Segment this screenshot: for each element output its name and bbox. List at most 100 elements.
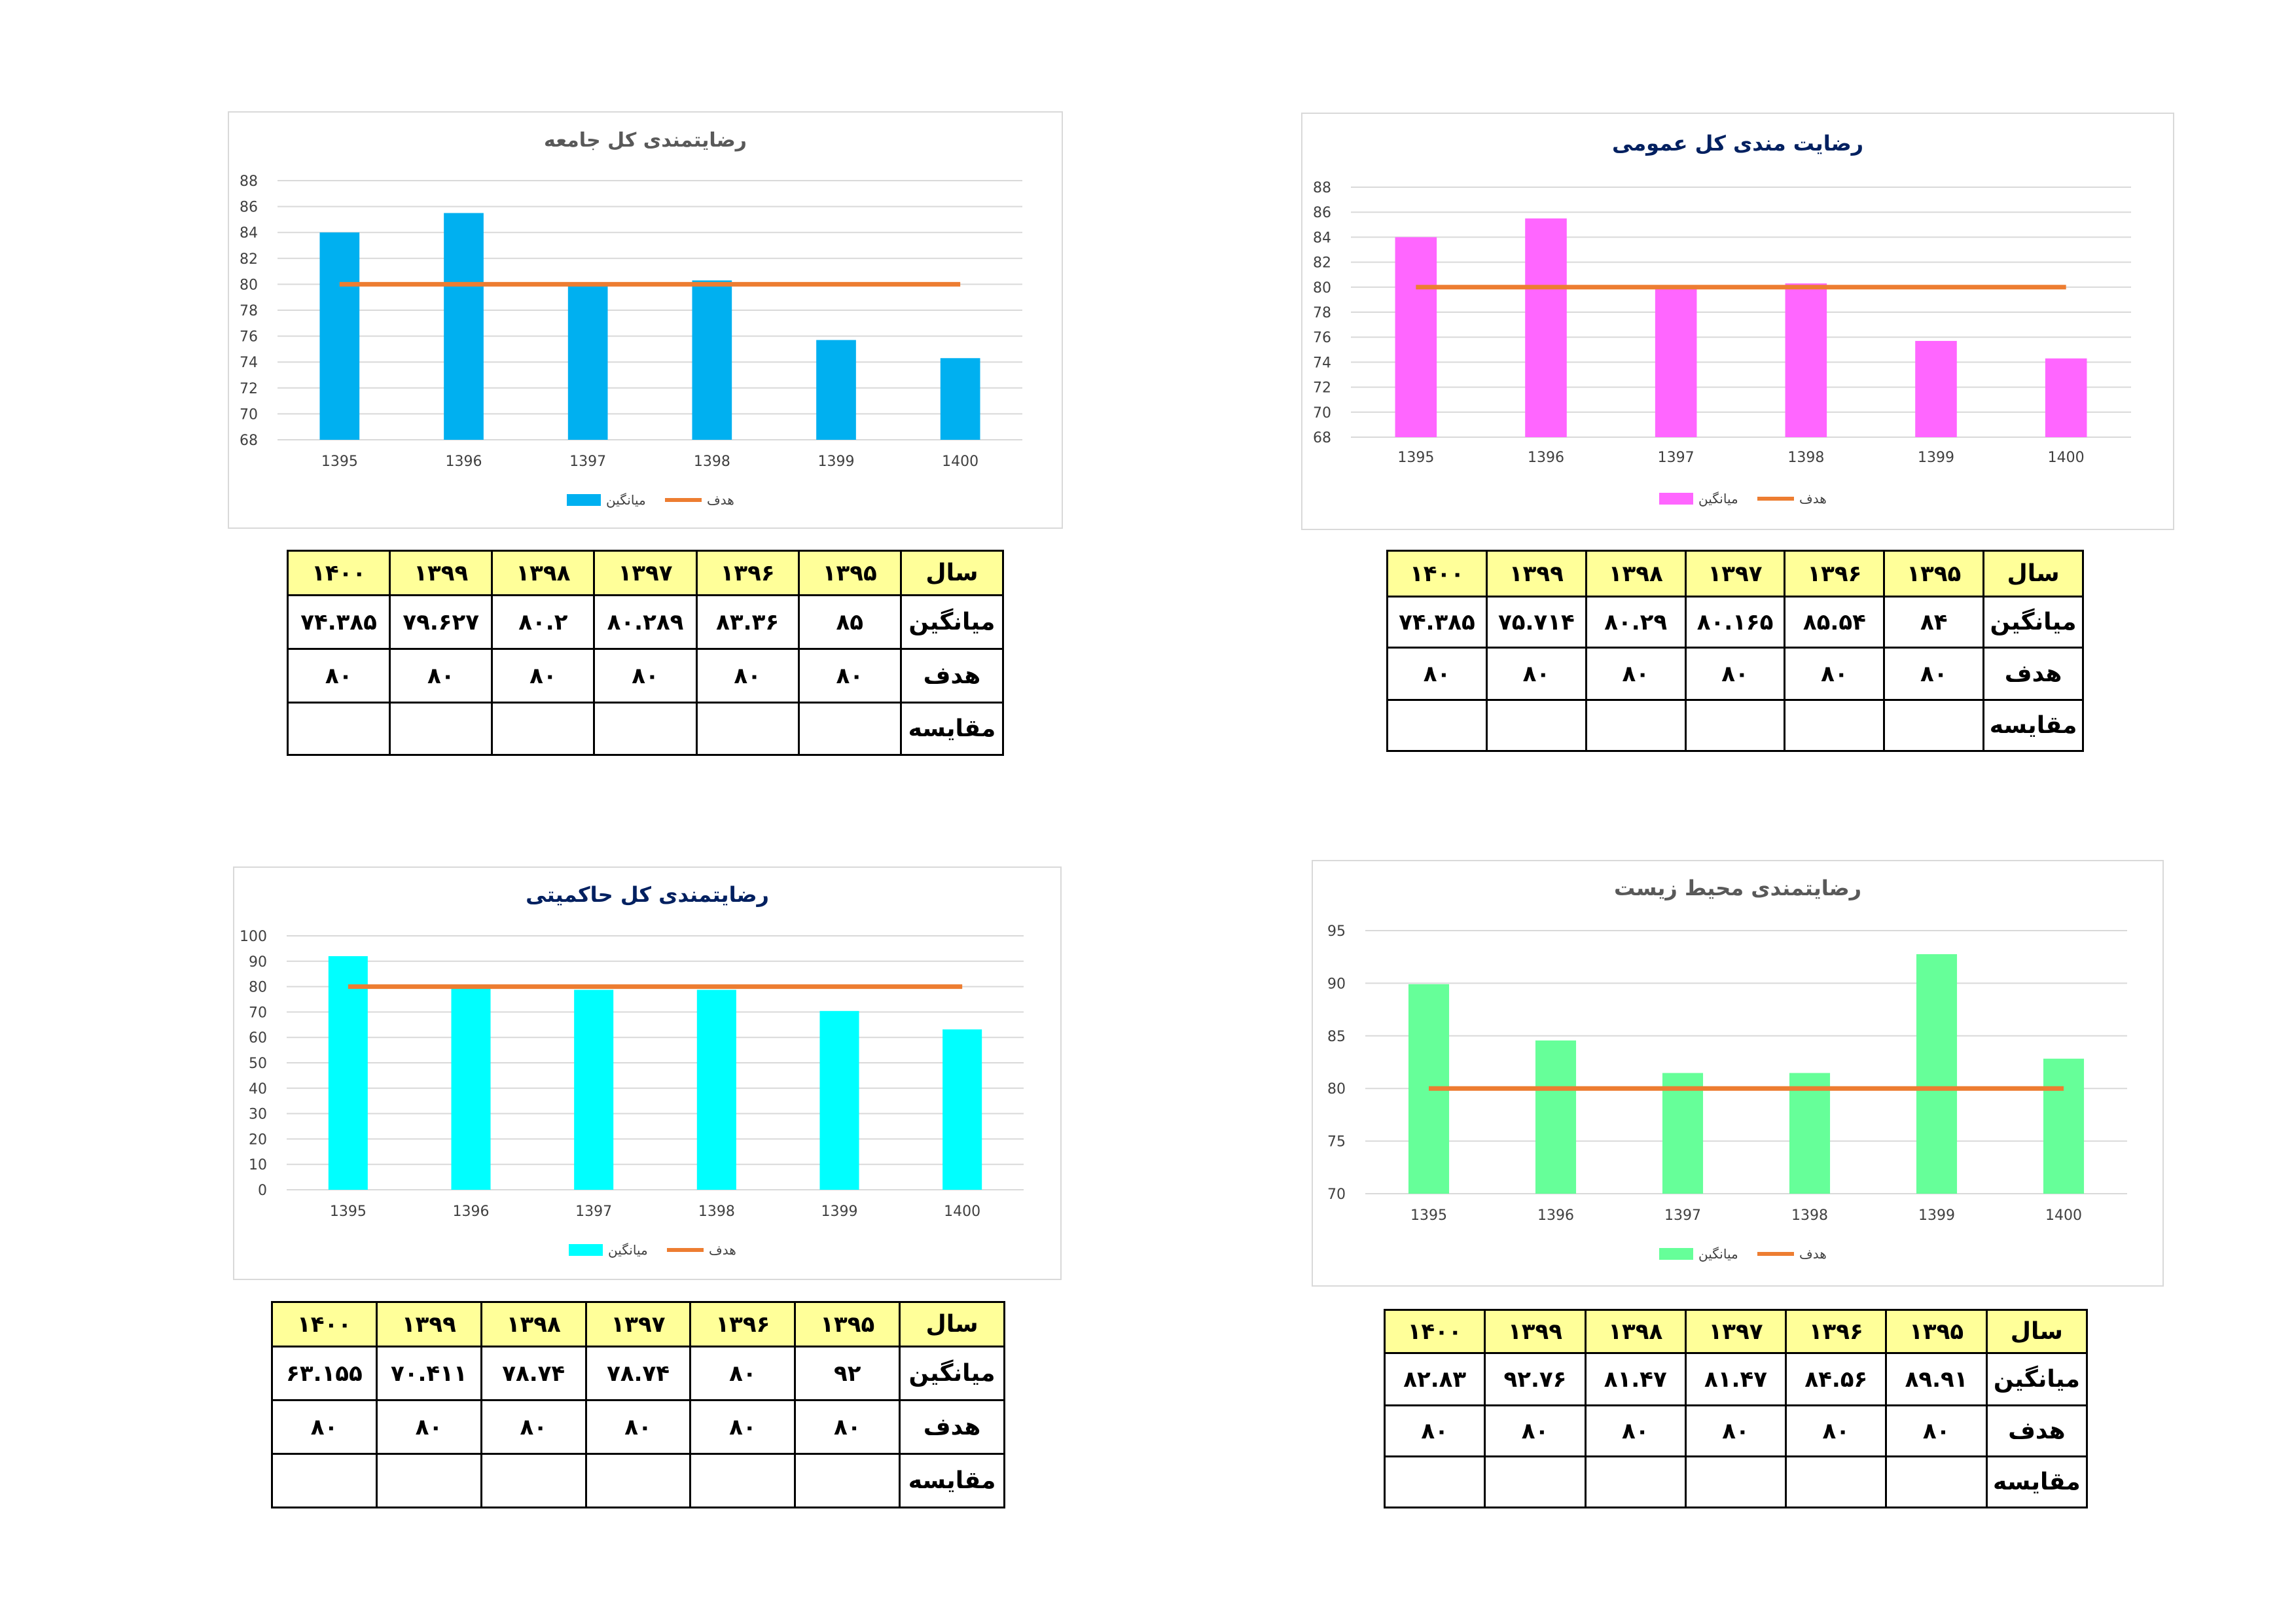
x-tick-label: 1395 [330,1204,367,1220]
year-cell: ۱۳۹۵ [797,550,902,596]
compare-cell [480,1453,587,1508]
y-tick-label: 10 [249,1157,267,1173]
average-cell: ۸۰.۲۸۹ [593,594,698,650]
row-label: هدف [1985,1404,2089,1457]
compare-cell [1684,1455,1787,1508]
bar-1399 [816,340,856,440]
y-tick-label: 70 [1327,1186,1346,1203]
chart-title: رضایت مندی کل عمومی [1612,131,1863,156]
year-cell: ۱۳۹۸ [480,1301,587,1347]
y-tick-label: 72 [1313,380,1331,397]
target-cell: ۸۰ [1585,647,1687,701]
y-tick-label: 50 [249,1056,267,1072]
average-cell: ۷۸.۷۴ [480,1346,587,1401]
bar-1400 [942,1029,982,1190]
average-cell: ۸۴ [1883,596,1985,649]
row-label: مقایسه [899,702,1005,756]
year-cell: ۱۴۰۰ [1386,550,1488,597]
bar-1399 [1915,340,1957,437]
target-cell: ۸۰ [1883,647,1985,701]
y-tick-label: 68 [240,433,258,449]
target-cell: ۸۰ [1383,1404,1486,1457]
y-tick-label: 82 [240,251,258,268]
y-tick-label: 95 [1327,923,1346,940]
chart-title: رضایتمندی محیط زیست [1614,876,1861,901]
target-cell: ۸۰ [271,1399,378,1455]
compare-cell [286,702,391,756]
chart-panel-community: رضایتمندی کل جامعه 68 70 72 74 76 78 80 82 84 86 88… [228,111,1063,529]
year-cell: ۱۳۹۷ [1684,1309,1787,1354]
bar-1395 [1395,237,1437,437]
compare-cell [375,1453,482,1508]
average-cell: ۸۲.۸۳ [1383,1352,1486,1406]
average-cell: ۸۰.۲۹ [1585,596,1687,649]
x-tick-label: 1400 [2048,450,2085,466]
bar-1400 [940,358,980,440]
year-cell: ۱۳۹۶ [1785,1309,1888,1354]
row-label: سال [1982,550,2084,597]
target-cell: ۸۰ [1885,1404,1988,1457]
y-tick-label: 68 [1313,430,1331,446]
y-tick-label: 70 [249,1005,267,1021]
bar-1398 [1789,1073,1831,1194]
bar-1397 [1662,1073,1704,1194]
chart-panel-environment: رضایتمندی محیط زیست 70 75 80 85 90 95 1395 1396 1… [1312,860,2164,1287]
year-cell: ۱۳۹۷ [584,1301,692,1347]
target-cell: ۸۰ [1684,647,1786,701]
data-table-governance: سال ۱۳۹۵ ۱۳۹۶ ۱۳۹۷ ۱۳۹۸ ۱۳۹۹ ۱۴۰۰ میانگین ۹۲ ۸۰ ۷۸… [271,1301,1005,1508]
y-tick-label: 20 [249,1132,267,1148]
target-cell: ۸۰ [286,648,391,704]
x-tick-label: 1398 [1791,1207,1828,1224]
compare-row: مقایسه [286,702,1005,756]
average-cell: ۷۵.۷۱۴ [1485,596,1587,649]
row-label: سال [1985,1309,2089,1354]
chart-panel-public: رضایت مندی کل عمومی 68 70 72 74 76 78 80 82 84 86 8… [1301,113,2174,530]
legend-line-label: هدف [1799,1246,1827,1262]
legend-bar-swatch [1659,1248,1693,1260]
row-label: هدف [899,648,1005,704]
y-tick-label: 88 [240,173,258,190]
x-tick-label: 1399 [1918,450,1954,466]
target-cell: ۸۰ [1485,647,1587,701]
y-tick-label: 76 [1313,330,1331,346]
bar-1395 [328,956,368,1190]
average-cell: ۸۵.۵۴ [1784,596,1886,649]
year-cell: ۱۳۹۶ [1784,550,1886,597]
x-tick-label: 1400 [944,1204,980,1220]
x-tick-label: 1398 [694,454,730,470]
year-row: سال ۱۳۹۵ ۱۳۹۶ ۱۳۹۷ ۱۳۹۸ ۱۳۹۹ ۱۴۰۰ [1386,550,2084,597]
y-tick-label: 80 [249,980,267,996]
target-cell: ۸۰ [1784,647,1886,701]
compare-cell [797,702,902,756]
y-tick-label: 75 [1327,1134,1346,1150]
compare-cell [1585,699,1687,752]
data-table-public: سال ۱۳۹۵ ۱۳۹۶ ۱۳۹۷ ۱۳۹۸ ۱۳۹۹ ۱۴۰۰ میانگین ۸۴ ۸۵.۵… [1386,550,2084,752]
bar-1396 [444,213,484,440]
compare-cell [1784,699,1886,752]
x-tick-label: 1399 [818,454,855,470]
compare-cell [389,702,493,756]
bar-chart-environment: رضایتمندی محیط زیست 70 75 80 85 90 95 1395 1396 1… [1327,876,2127,1262]
target-cell: ۸۰ [1484,1404,1587,1457]
target-row: هدف ۸۰ ۸۰ ۸۰ ۸۰ ۸۰ ۸۰ [1383,1404,2089,1457]
chart-title: رضایتمندی کل جامعه [544,129,747,152]
y-tick-label: 70 [240,406,258,423]
target-cell: ۸۰ [1785,1404,1888,1457]
average-cell: ۸۰.۱۶۵ [1684,596,1786,649]
legend-bar-swatch [569,1244,603,1256]
compare-cell [491,702,596,756]
y-tick-label: 30 [249,1107,267,1123]
x-tick-label: 1399 [1918,1207,1955,1224]
y-tick-label: 78 [240,303,258,319]
year-cell: ۱۳۹۷ [593,550,698,596]
year-cell: ۱۳۹۵ [794,1301,901,1347]
year-cell: ۱۳۹۵ [1883,550,1985,597]
legend-bar-label: میانگین [1698,1246,1738,1262]
y-tick-label: 0 [258,1183,267,1199]
y-tick-label: 84 [1313,230,1331,246]
bar-1400 [2045,358,2087,437]
compare-cell [1386,699,1488,752]
target-cell: ۸۰ [584,1399,692,1455]
y-tick-label: 80 [1313,280,1331,296]
target-cell: ۸۰ [1584,1404,1687,1457]
